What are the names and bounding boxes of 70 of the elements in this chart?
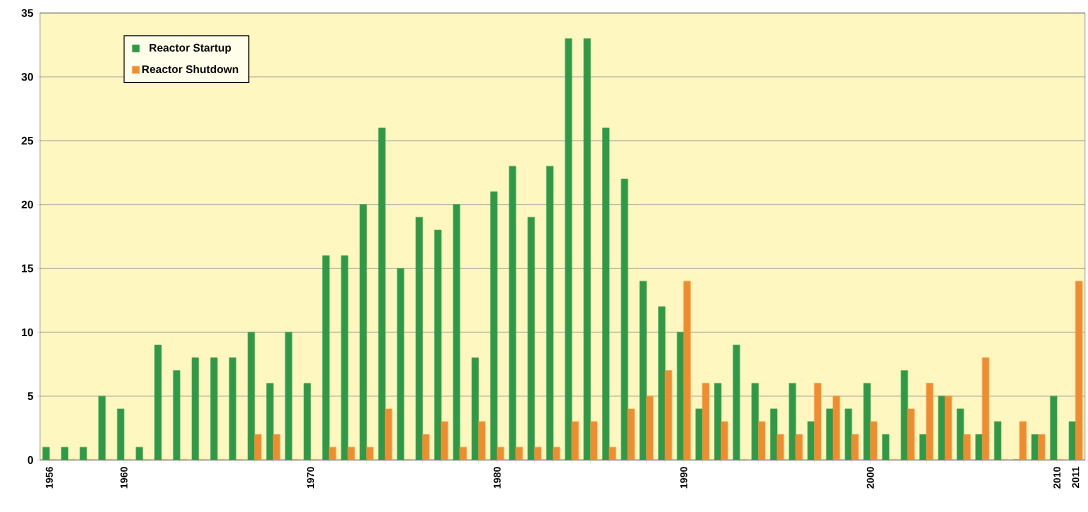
bar xyxy=(191,357,199,460)
x-tick-label: 1960 xyxy=(120,466,128,489)
bar xyxy=(266,383,274,460)
legend-label: Reactor Startup xyxy=(149,43,231,54)
bar xyxy=(1031,434,1039,460)
bar xyxy=(602,127,610,460)
bar xyxy=(807,421,815,460)
bar xyxy=(751,383,759,460)
bar xyxy=(1050,395,1058,460)
bar xyxy=(975,434,983,460)
bar xyxy=(863,383,871,460)
bar xyxy=(247,332,255,460)
bar xyxy=(546,166,554,460)
bar xyxy=(285,332,293,460)
bar xyxy=(695,408,703,460)
bar xyxy=(210,357,218,460)
bar xyxy=(415,217,423,460)
bar xyxy=(61,446,69,460)
bar xyxy=(508,166,517,460)
bar xyxy=(620,178,629,460)
bar xyxy=(303,383,311,460)
bar xyxy=(135,446,143,460)
bar xyxy=(79,446,87,460)
bar xyxy=(770,408,778,460)
bar xyxy=(639,280,647,460)
bar xyxy=(583,38,591,460)
bar xyxy=(42,446,50,460)
bar xyxy=(322,255,330,460)
bar xyxy=(341,255,349,460)
bar xyxy=(527,217,535,460)
bar xyxy=(471,357,479,460)
bar xyxy=(882,434,890,460)
y-tick-label: 10 xyxy=(21,328,34,337)
bar xyxy=(378,127,386,460)
bar xyxy=(564,38,573,460)
bar xyxy=(788,383,796,460)
bar xyxy=(490,191,498,460)
y-tick-label: 30 xyxy=(21,72,34,81)
y-tick-label: 5 xyxy=(27,392,34,400)
bar xyxy=(229,357,237,460)
bar xyxy=(1068,421,1076,460)
bar xyxy=(98,395,106,460)
y-tick-label: 20 xyxy=(21,200,34,209)
bar xyxy=(658,306,666,460)
x-tick-label: 2010 xyxy=(1053,466,1061,489)
bar xyxy=(117,408,125,460)
bar xyxy=(919,434,927,460)
x-tick-label: 1970 xyxy=(307,466,315,489)
bar xyxy=(434,229,442,460)
bar xyxy=(994,421,1002,460)
x-tick-label: 1956 xyxy=(45,466,53,489)
legend-label: Reactor Shutdown xyxy=(142,65,239,74)
bar xyxy=(900,370,908,460)
x-tick-label: 2000 xyxy=(866,466,874,489)
x-tick-label: 2011 xyxy=(1072,466,1080,488)
bar xyxy=(359,204,367,460)
bar xyxy=(397,268,405,460)
y-tick-label: 25 xyxy=(21,136,34,145)
bar xyxy=(732,344,741,460)
bar xyxy=(714,383,722,460)
y-tick-label: 15 xyxy=(21,264,34,273)
bar xyxy=(844,408,852,460)
x-tick-label: 1990 xyxy=(680,466,688,489)
y-tick-label: 35 xyxy=(21,9,34,17)
bar xyxy=(154,344,162,460)
bar xyxy=(453,204,461,460)
x-tick-label: 1980 xyxy=(493,466,501,489)
bar xyxy=(173,370,181,460)
y-tick-label: 0 xyxy=(27,456,34,464)
bar xyxy=(956,408,964,460)
